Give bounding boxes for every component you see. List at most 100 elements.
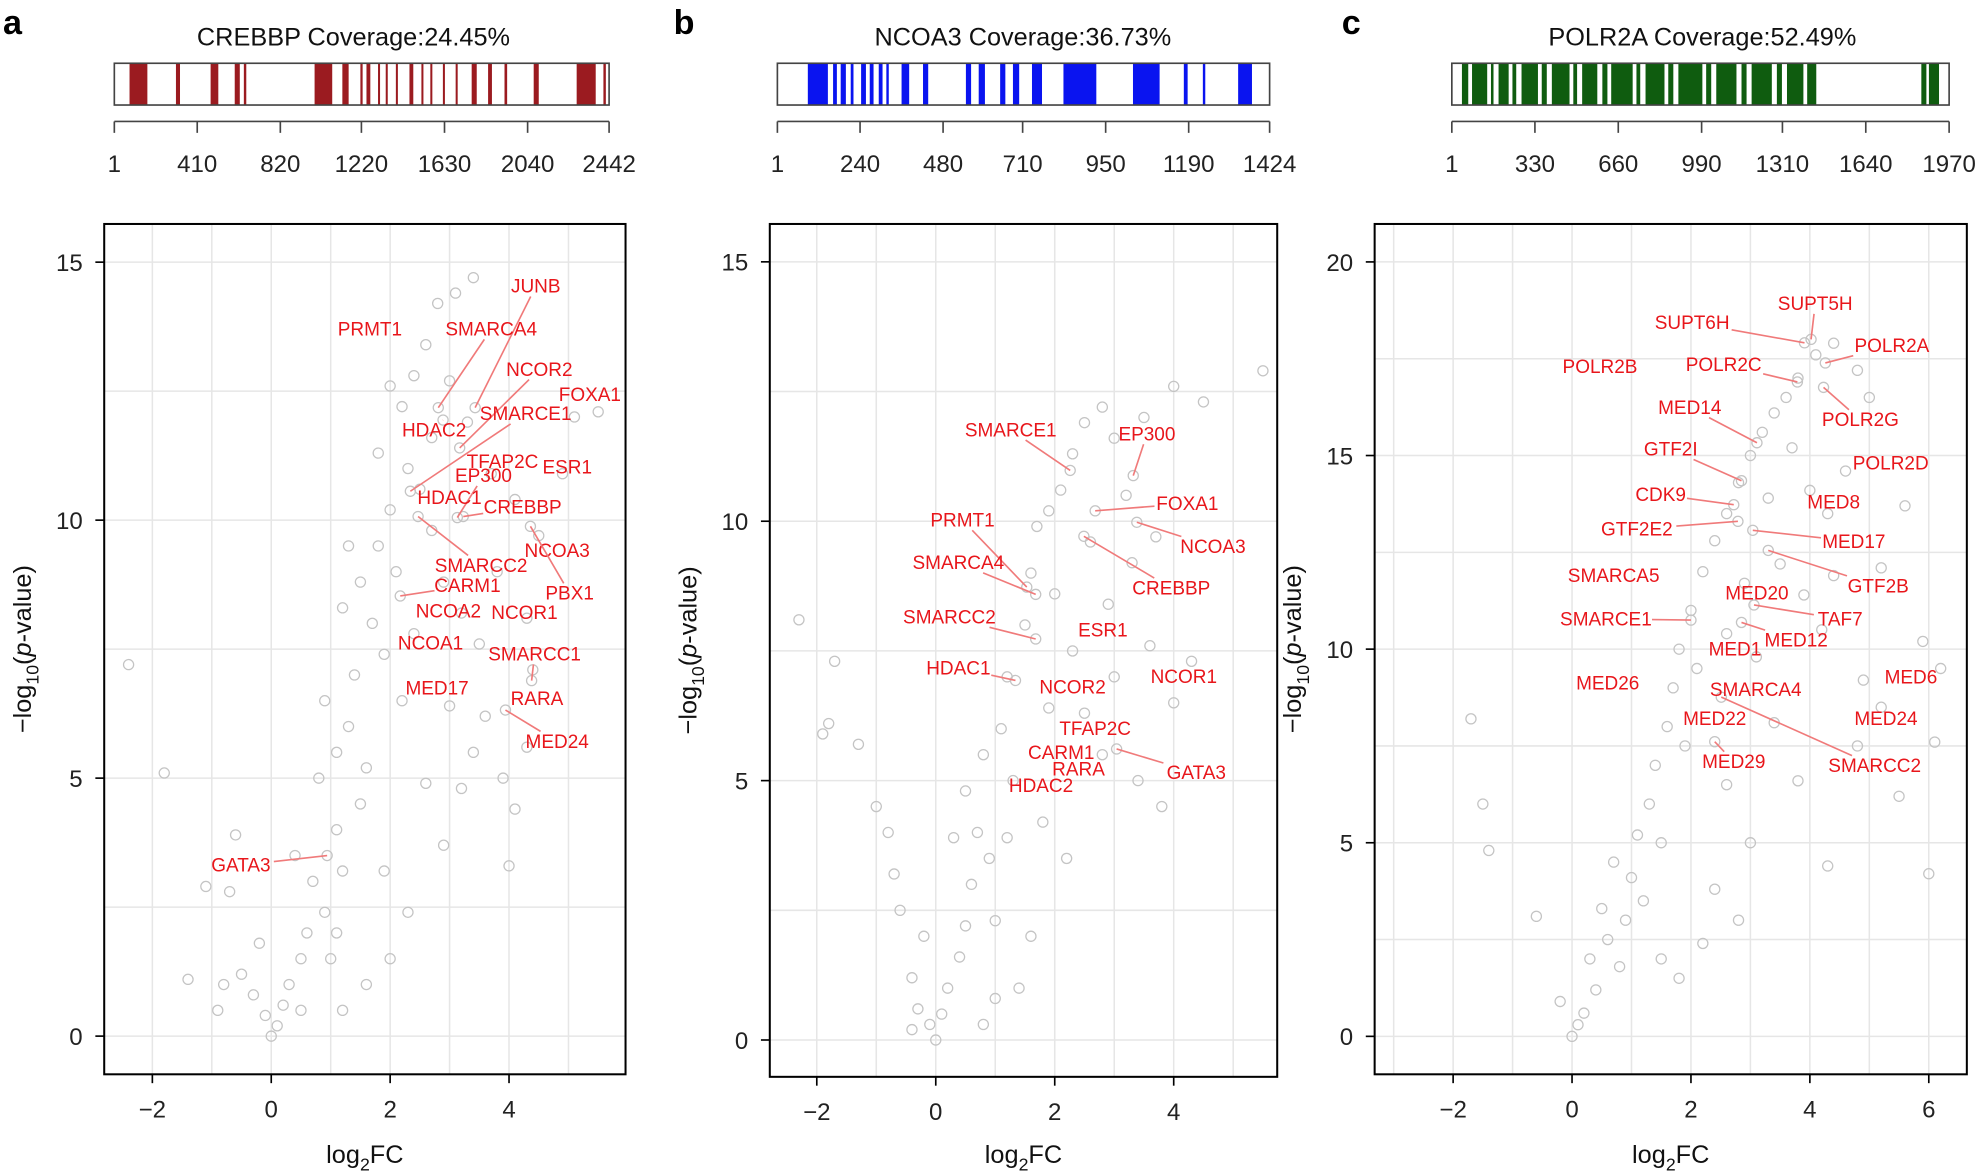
annotation-leader-line — [1714, 741, 1725, 753]
x-tick-label: 2 — [383, 1096, 396, 1123]
y-tick-label: 0 — [69, 1024, 82, 1051]
annotation-leader-line — [1767, 549, 1848, 577]
data-point — [828, 655, 841, 667]
annotation-leader-line — [1693, 458, 1742, 482]
x-tick-label: 4 — [1803, 1096, 1816, 1123]
x-tick-label: −2 — [1439, 1096, 1466, 1123]
data-point — [1917, 635, 1929, 648]
panel-c: c POLR2A Coverage:52.49% 1 330 660 990 1310 164… — [1279, 4, 1976, 1173]
volcano-plot: SMARCE1 EP300 FOXA1 NCOA3 PRMT1 SMARCA4 CREBBP… — [674, 222, 1279, 1173]
y-tick-label: 10 — [56, 508, 83, 535]
x-label-sub: 2 — [1019, 1154, 1029, 1173]
data-point — [1934, 662, 1947, 675]
gene-label: HDAC2 — [1009, 776, 1073, 797]
y-tick-label: 10 — [1326, 637, 1353, 664]
coverage-segment — [1921, 63, 1927, 106]
data-point — [247, 989, 260, 1001]
data-point — [971, 826, 984, 839]
data-point — [1156, 800, 1168, 813]
panel-b: b NCOA3 Coverage:36.73%1 240 480 710 950 1190 1… — [674, 4, 1297, 1173]
annotation-leader-line — [1686, 497, 1734, 506]
data-point — [1816, 624, 1828, 636]
data-point — [259, 1009, 271, 1022]
annotation-leader-line — [456, 485, 478, 518]
data-point — [1744, 837, 1757, 849]
data-point — [1893, 790, 1905, 802]
data-point — [1857, 674, 1870, 686]
data-point — [1709, 535, 1721, 547]
gene-label: MED12 — [1765, 631, 1828, 652]
panel-letter: b — [674, 4, 695, 42]
data-point — [1709, 883, 1721, 895]
data-point — [360, 762, 373, 774]
coverage-segment — [576, 63, 596, 106]
annotation-leader-line — [982, 572, 1037, 596]
data-point — [1661, 720, 1673, 733]
coverage-segment — [886, 63, 889, 106]
coverage-segment — [409, 63, 414, 106]
annotation-leader-line — [1676, 520, 1738, 527]
gene-label: SMARCA4 — [445, 320, 537, 341]
gene-label: SMARCC2 — [903, 608, 996, 629]
x-label-base: log — [1632, 1141, 1666, 1169]
data-point — [354, 576, 367, 588]
gene-label: POLR2C — [1686, 355, 1762, 376]
gene-label: JUNB — [511, 277, 561, 298]
data-point — [307, 875, 319, 888]
data-point — [1138, 411, 1150, 424]
data-point — [1649, 759, 1661, 771]
coverage-segment — [1063, 63, 1097, 106]
annotation-leader-line — [1708, 416, 1758, 444]
coverage-tick-label: 1424 — [1243, 151, 1296, 178]
annotation-leader-line — [409, 423, 512, 492]
gene-label: GATA3 — [211, 856, 270, 877]
data-point — [408, 369, 420, 382]
labeled-data-point — [1798, 337, 1811, 349]
gene-label: NCOR1 — [1151, 667, 1217, 688]
labeled-data-point — [1127, 469, 1139, 482]
coverage-segment — [1031, 63, 1043, 106]
labeled-data-point — [1064, 464, 1076, 477]
data-point — [1756, 426, 1768, 438]
data-point — [1150, 531, 1162, 543]
gene-label: MED1 — [1709, 639, 1762, 660]
data-point — [1168, 380, 1180, 393]
annotation-leader-line — [417, 515, 469, 557]
coverage-segment — [342, 63, 349, 106]
coverage-segment — [1786, 63, 1804, 106]
coverage-segment — [378, 63, 381, 106]
coverage-tick-label: 660 — [1598, 151, 1638, 178]
data-point — [1923, 868, 1935, 880]
data-point — [1554, 995, 1566, 1008]
data-point — [1566, 1030, 1578, 1043]
coverage-tick-label: 710 — [1003, 151, 1043, 178]
data-point — [485, 468, 497, 480]
data-point — [1875, 701, 1887, 713]
coverage-segment — [807, 63, 828, 106]
coverage-segment — [850, 63, 854, 106]
gene-label: GTF2B — [1848, 576, 1909, 597]
data-point — [1744, 449, 1757, 462]
coverage-segment — [504, 63, 508, 106]
y-label-rest: -value) — [9, 565, 37, 642]
x-label-rest: FC — [1028, 1141, 1062, 1169]
y-tick-label: 5 — [1340, 831, 1353, 858]
annotation-leader-line — [1753, 604, 1815, 616]
coverage-segment — [978, 63, 985, 106]
gene-label: ESR1 — [543, 457, 593, 478]
data-point — [918, 930, 930, 942]
data-point — [568, 411, 581, 423]
data-point — [330, 927, 343, 939]
data-point — [402, 462, 414, 475]
labeled-data-point — [1715, 691, 1727, 703]
volcano-plot: SUPT5H SUPT6H POLR2A POLR2B POLR2C POLR2G MED1… — [1279, 222, 1968, 1173]
gene-label: SMARCA5 — [1568, 566, 1660, 587]
labeled-data-point — [1819, 357, 1832, 369]
coverage-segment — [175, 63, 181, 106]
data-point — [212, 1004, 224, 1017]
data-point — [1619, 914, 1632, 926]
coverage-bar: 1 330 660 990 1310 1640 1970 — [1445, 62, 1976, 178]
data-point — [319, 906, 331, 918]
